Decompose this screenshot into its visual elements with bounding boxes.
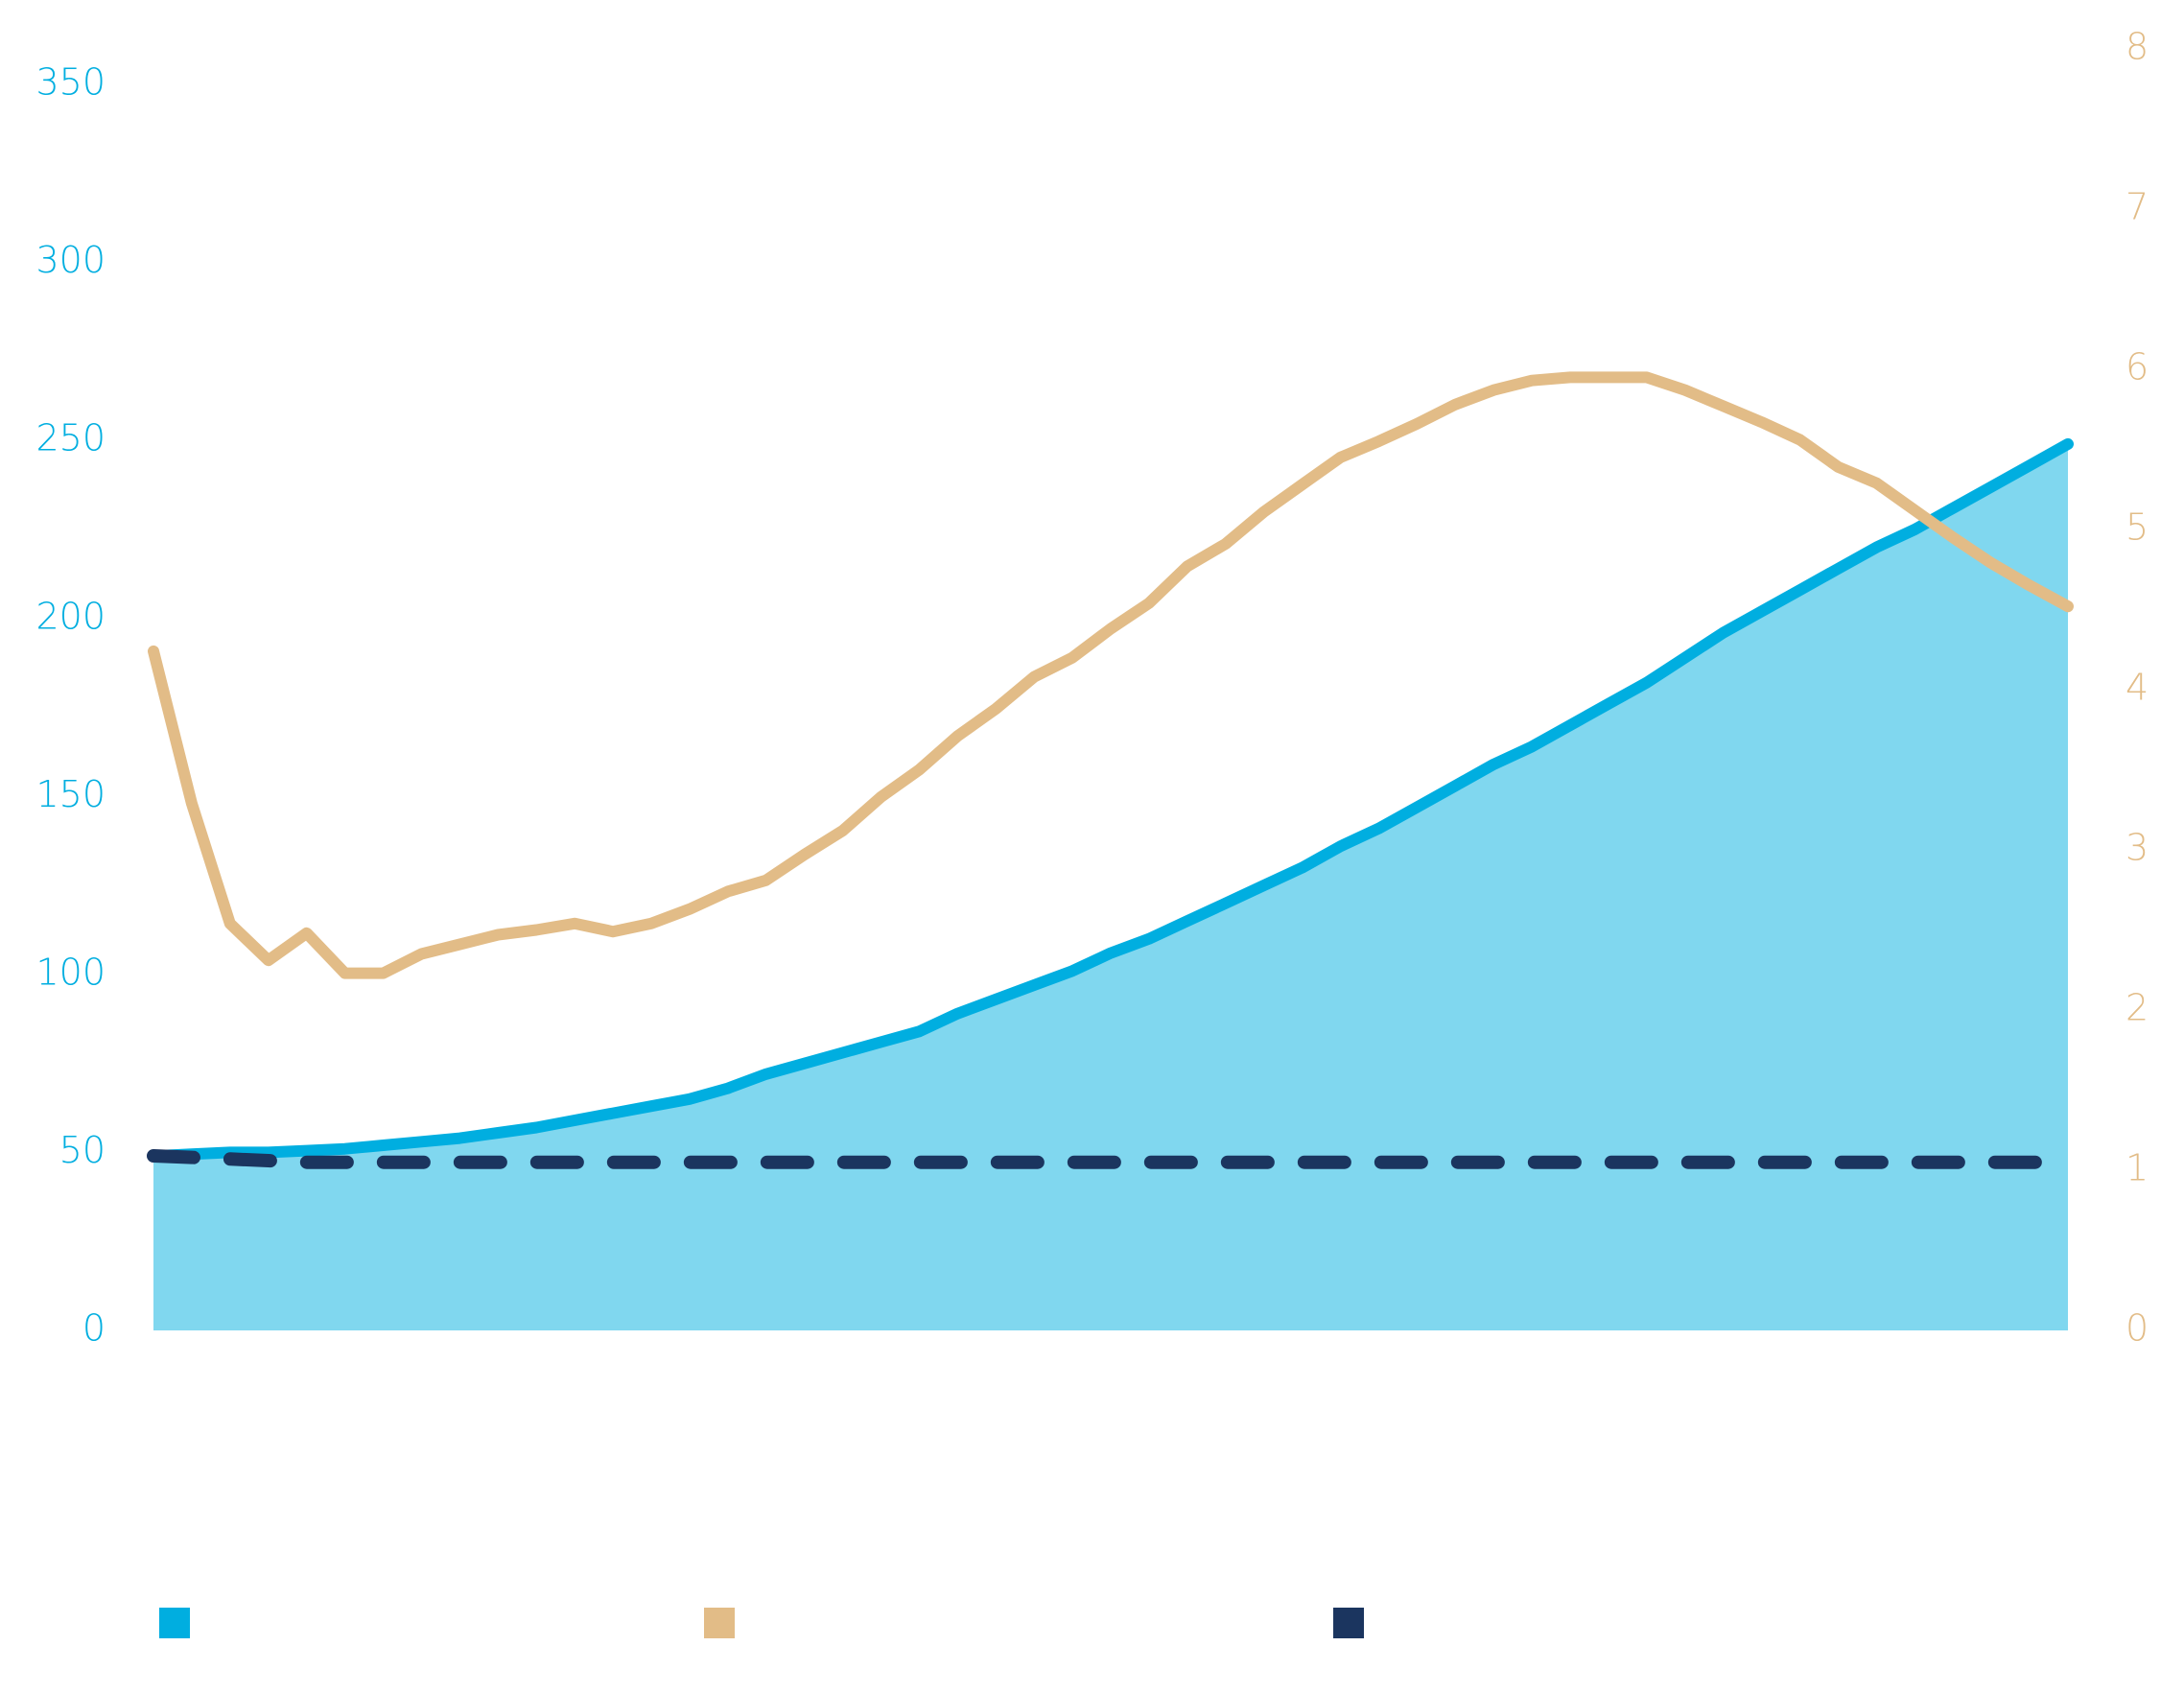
y-tick-label: 200 (35, 595, 106, 637)
legend-swatch (159, 1608, 190, 1638)
y2-tick-label: 2 (2125, 987, 2149, 1029)
y2-tick-label: 5 (2125, 506, 2149, 549)
line (148, 371, 2074, 979)
y-tick-label: 50 (59, 1129, 106, 1171)
y-tick-label: 150 (35, 773, 106, 815)
y2-tick-label: 0 (2125, 1307, 2149, 1350)
y2-tick-label: 4 (2125, 667, 2149, 709)
legend-swatch (1333, 1608, 1364, 1638)
y-tick-label: 250 (35, 417, 106, 459)
line (148, 437, 2074, 1163)
legend-swatch (704, 1608, 735, 1638)
y-tick-label: 300 (35, 239, 106, 281)
y2-tick-label: 7 (2125, 186, 2149, 228)
y2-tick-label: 1 (2125, 1147, 2149, 1189)
y-tick-label: 0 (82, 1307, 106, 1350)
line (147, 1149, 2075, 1169)
y-tick-label: 100 (35, 951, 106, 993)
area (153, 443, 2068, 1330)
y2-tick-label: 6 (2125, 346, 2149, 388)
y-tick-label: 350 (35, 61, 106, 104)
y2-tick-label: 8 (2125, 26, 2149, 68)
y2-tick-label: 3 (2125, 827, 2149, 869)
